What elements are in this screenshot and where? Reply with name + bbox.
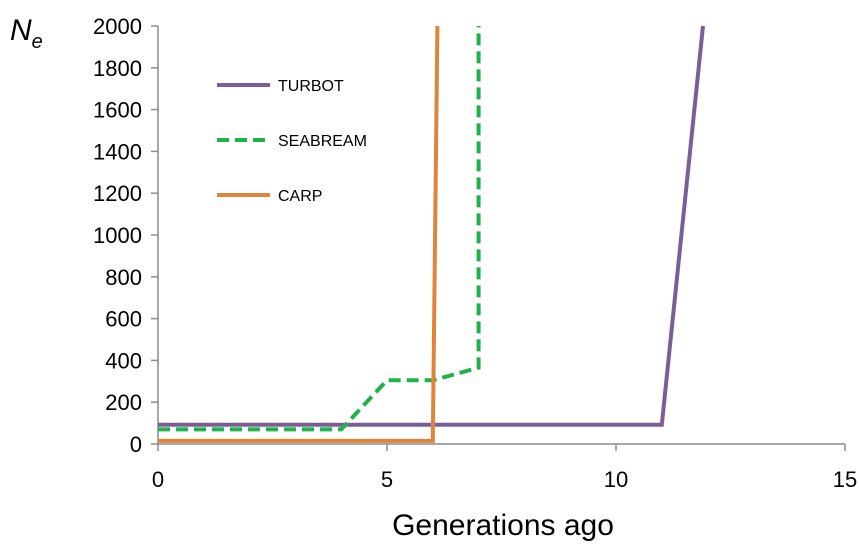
y-axis-title-subscript: e [32, 31, 43, 53]
series-line-seabream [158, 26, 481, 432]
x-axis-title: Generations ago [392, 509, 614, 542]
legend-label-turbot: TURBOT [278, 78, 344, 95]
y-tick-label: 200 [105, 390, 142, 415]
y-tick-label: 1200 [93, 181, 142, 206]
legend: TURBOT SEABREAM CARP [217, 78, 367, 205]
legend-label-carp: CARP [278, 188, 322, 205]
y-tick-label: 1600 [93, 98, 142, 123]
axis-labels: Generations ago Ne [10, 14, 614, 542]
y-tick-label: 800 [105, 265, 142, 290]
x-tick-label: 10 [604, 467, 628, 492]
x-tick-label: 0 [152, 467, 164, 492]
legend-label-seabream: SEABREAM [278, 133, 367, 150]
y-tick-label: 0 [130, 432, 142, 457]
y-tick-label: 1400 [93, 139, 142, 164]
series-lines [158, 25, 705, 443]
y-tick-label: 2000 [93, 14, 142, 39]
y-tick-label: 1800 [93, 56, 142, 81]
y-tick-label: 600 [105, 307, 142, 332]
x-tick-label: 5 [381, 467, 393, 492]
y-axis-title-main: N [10, 14, 32, 47]
series-line-turbot [158, 25, 705, 427]
axes: 0 200 400 600 800 1000 1200 1400 1600 1800 2000 0 5 1… [93, 14, 857, 492]
x-tick-label: 15 [833, 467, 857, 492]
series-line-carp [158, 25, 440, 443]
y-axis-title: Ne [10, 14, 43, 53]
y-tick-label: 1000 [93, 223, 142, 248]
y-tick-label: 400 [105, 348, 142, 373]
